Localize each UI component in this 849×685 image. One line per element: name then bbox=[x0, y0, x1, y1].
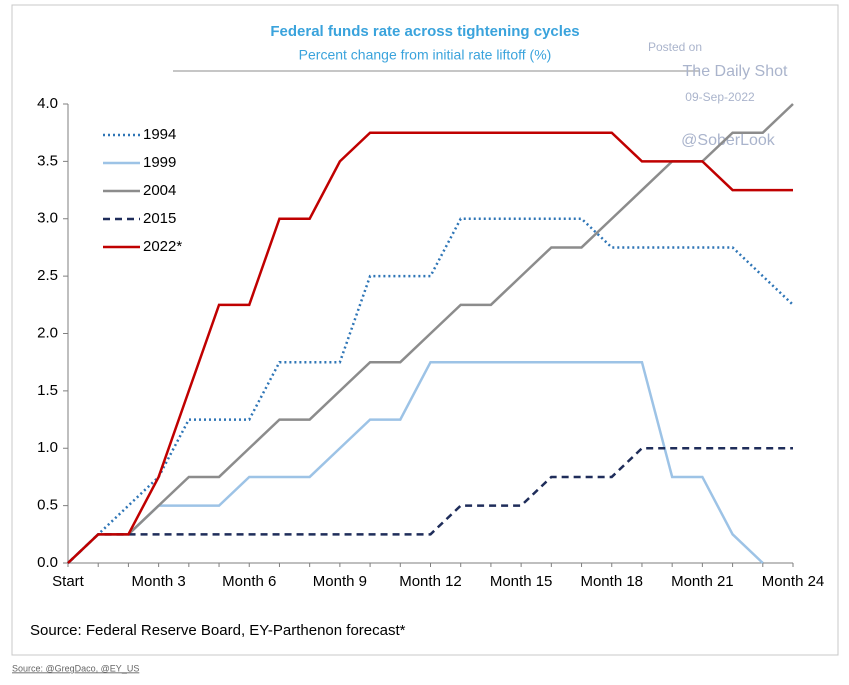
y-tick-label: 3.5 bbox=[37, 152, 58, 169]
y-tick-label: 1.5 bbox=[37, 382, 58, 399]
x-tick-label: Month 24 bbox=[762, 573, 825, 590]
y-tick-label: 2.0 bbox=[37, 324, 58, 341]
x-tick-label: Month 15 bbox=[490, 573, 553, 590]
legend-label: 1999 bbox=[143, 154, 176, 171]
y-tick-label: 4.0 bbox=[37, 95, 58, 112]
legend-label: 1994 bbox=[143, 126, 176, 143]
y-tick-label: 2.5 bbox=[37, 267, 58, 284]
chart-title: Federal funds rate across tightening cyc… bbox=[270, 23, 579, 40]
y-tick-label: 1.0 bbox=[37, 439, 58, 456]
x-tick-label: Month 3 bbox=[132, 573, 186, 590]
x-tick-label: Month 12 bbox=[399, 573, 462, 590]
y-tick-label: 3.0 bbox=[37, 210, 58, 227]
chart-subtitle: Percent change from initial rate liftoff… bbox=[299, 47, 552, 63]
legend-label: 2015 bbox=[143, 210, 176, 227]
series-line bbox=[67, 360, 764, 564]
y-tick-label: 0.5 bbox=[37, 497, 58, 514]
plot-area: 0.0 0.5 1.0 1.5 2.0 2.5 3.0 3.5 4.0 Start Month 3 M… bbox=[37, 95, 824, 590]
y-tick-label: 0.0 bbox=[37, 554, 58, 571]
watermark-posted: Posted on bbox=[648, 40, 702, 54]
x-tick-label: Month 21 bbox=[671, 573, 734, 590]
source-note: Source: Federal Reserve Board, EY-Parthe… bbox=[30, 622, 406, 639]
series-line bbox=[67, 447, 793, 564]
watermark-site: The Daily Shot bbox=[683, 63, 788, 80]
x-tick-label: Start bbox=[52, 573, 85, 590]
chart-frame bbox=[11, 4, 839, 656]
watermark-handle: @SoberLook bbox=[681, 132, 776, 149]
legend-label: 2022* bbox=[143, 238, 182, 255]
watermark-date: 09-Sep-2022 bbox=[685, 90, 755, 104]
legend-label: 2004 bbox=[143, 182, 176, 199]
x-tick-label: Month 6 bbox=[222, 573, 276, 590]
page-footer: Source: @GregDaco, @EY_US bbox=[12, 663, 139, 673]
x-tick-label: Month 18 bbox=[580, 573, 643, 590]
series-line bbox=[67, 131, 793, 564]
x-tick-label: Month 9 bbox=[313, 573, 367, 590]
